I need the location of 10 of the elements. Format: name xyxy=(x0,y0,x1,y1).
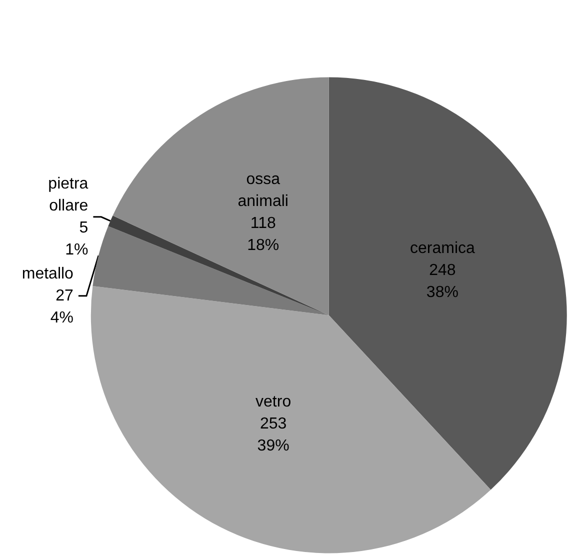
data-label: 5 1% xyxy=(65,219,88,258)
slice-label: metallo xyxy=(22,265,74,282)
slice-label: ceramica xyxy=(410,240,476,258)
slice-label: vetro xyxy=(256,393,292,410)
data-label: 118 18% xyxy=(247,215,280,254)
data-label: 248 38% xyxy=(426,262,458,302)
slice-label: ossa animali xyxy=(238,171,288,210)
data-label: 27 4% xyxy=(50,287,74,326)
slice-label: pietra ollare xyxy=(48,175,88,214)
data-label: 253 39% xyxy=(257,415,290,454)
